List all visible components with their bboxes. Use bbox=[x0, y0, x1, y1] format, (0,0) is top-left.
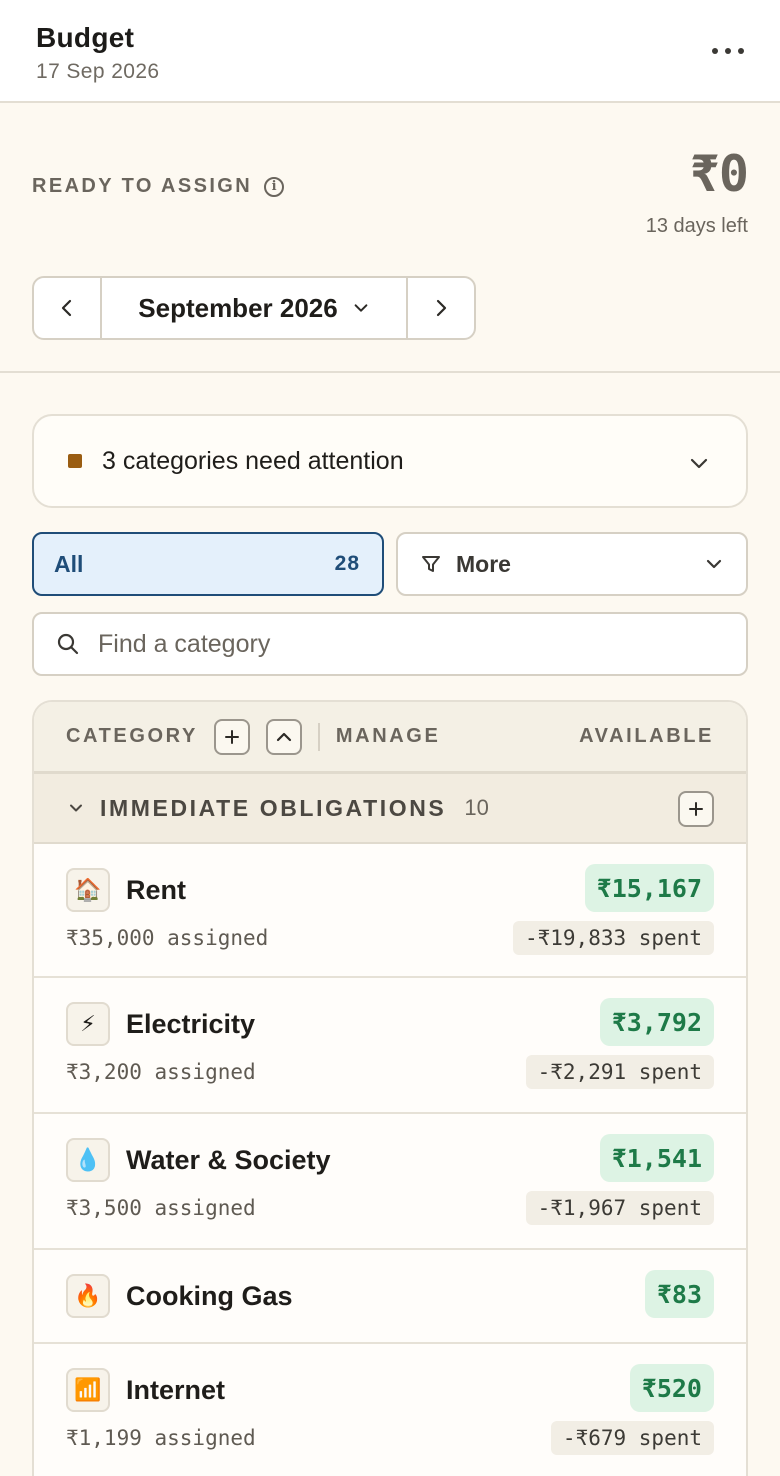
lightning-icon: ⚡ bbox=[66, 1002, 110, 1046]
app-header: Budget 17 Sep 2026 bbox=[0, 0, 780, 103]
assigned-text: ₹3,500 assigned bbox=[66, 1196, 256, 1220]
header-divider bbox=[317, 722, 320, 751]
house-icon: 🏠 bbox=[66, 868, 110, 912]
spent-badge: -₹19,833 spent bbox=[512, 921, 714, 955]
assigned-text: ₹1,199 assigned bbox=[66, 1426, 256, 1450]
spent-badge: -₹679 spent bbox=[550, 1421, 714, 1455]
chevron-down-icon bbox=[354, 304, 368, 312]
signal-icon: 📶 bbox=[66, 1368, 110, 1412]
page-title: Budget bbox=[36, 22, 135, 53]
available-badge: ₹3,792 bbox=[599, 998, 714, 1046]
info-icon[interactable]: i bbox=[264, 176, 285, 197]
filter-all-count: 28 bbox=[334, 552, 360, 575]
previous-month-button[interactable] bbox=[34, 278, 100, 338]
add-category-to-group-button[interactable] bbox=[678, 791, 714, 827]
attention-banner[interactable]: 3 categories need attention bbox=[32, 414, 748, 508]
fire-icon: 🔥 bbox=[66, 1274, 110, 1318]
category-row-electricity[interactable]: ⚡ Electricity ₹3,792 ₹3,200 assigned -₹2… bbox=[34, 978, 746, 1114]
collapse-all-button[interactable] bbox=[265, 718, 302, 755]
spent-badge: -₹1,967 spent bbox=[525, 1191, 714, 1225]
plus-icon bbox=[224, 729, 239, 744]
filter-icon bbox=[422, 556, 440, 572]
category-row-cooking-gas[interactable]: 🔥 Cooking Gas ₹83 bbox=[34, 1250, 746, 1344]
category-row-water-society[interactable]: 💧 Water & Society ₹1,541 ₹3,500 assigned… bbox=[34, 1114, 746, 1250]
month-selector[interactable]: September 2026 bbox=[100, 278, 408, 338]
category-name: Rent bbox=[126, 875, 186, 905]
next-month-button[interactable] bbox=[408, 278, 474, 338]
more-options-icon[interactable] bbox=[706, 34, 750, 68]
available-column-header: AVAILABLE bbox=[579, 725, 714, 747]
water-drop-icon: 💧 bbox=[66, 1138, 110, 1182]
attention-text: 3 categories need attention bbox=[102, 446, 404, 475]
manage-column-header[interactable]: MANAGE bbox=[335, 725, 441, 747]
attention-indicator bbox=[68, 454, 82, 468]
spent-badge: -₹2,291 spent bbox=[525, 1055, 714, 1089]
category-name: Water & Society bbox=[126, 1145, 331, 1175]
search-input[interactable] bbox=[98, 629, 678, 659]
assigned-text: ₹35,000 assigned bbox=[66, 926, 269, 950]
available-badge: ₹1,541 bbox=[599, 1134, 714, 1182]
available-badge: ₹15,167 bbox=[584, 864, 714, 912]
chevron-down-icon bbox=[706, 559, 722, 569]
chevron-down-icon bbox=[70, 804, 82, 812]
category-column-header: CATEGORY bbox=[66, 725, 198, 747]
filter-more-label: More bbox=[456, 550, 511, 577]
assigned-text: ₹3,200 assigned bbox=[66, 1060, 256, 1084]
page-date: 17 Sep 2026 bbox=[36, 60, 160, 83]
category-name: Electricity bbox=[126, 1009, 256, 1039]
category-name: Cooking Gas bbox=[126, 1281, 293, 1311]
ready-to-assign-amount: ₹0 bbox=[689, 145, 749, 203]
search-box bbox=[32, 612, 748, 676]
group-count: 10 bbox=[464, 795, 489, 820]
filter-all-label: All bbox=[54, 550, 84, 577]
available-badge: ₹83 bbox=[644, 1270, 714, 1318]
filter-all-button[interactable]: All 28 bbox=[32, 532, 384, 596]
category-row-rent[interactable]: 🏠 Rent ₹15,167 ₹35,000 assigned -₹19,833… bbox=[34, 844, 746, 978]
chevron-down-icon bbox=[690, 458, 708, 469]
table-header: CATEGORY MANAGE AVAILABLE bbox=[34, 702, 746, 774]
available-badge: ₹520 bbox=[629, 1364, 714, 1412]
category-table: CATEGORY MANAGE AVAILABLE IMMEDIATE OBLI… bbox=[32, 700, 748, 1476]
group-name: IMMEDIATE OBLIGATIONS bbox=[100, 794, 447, 821]
chevron-right-icon bbox=[436, 299, 447, 317]
category-group-header[interactable]: IMMEDIATE OBLIGATIONS 10 bbox=[34, 774, 746, 844]
filter-more-dropdown[interactable]: More bbox=[396, 532, 748, 596]
days-left-text: 13 days left bbox=[645, 215, 748, 237]
plus-icon bbox=[689, 802, 703, 816]
month-navigator: September 2026 bbox=[32, 276, 476, 340]
ready-to-assign-label: READY TO ASSIGN i bbox=[32, 175, 285, 198]
chevron-up-icon bbox=[276, 732, 292, 741]
category-row-internet[interactable]: 📶 Internet ₹520 ₹1,199 assigned -₹679 sp… bbox=[34, 1344, 746, 1476]
category-name: Internet bbox=[126, 1375, 226, 1405]
month-label: September 2026 bbox=[138, 292, 338, 323]
ready-to-assign-section: READY TO ASSIGN i ₹0 13 days left Septem… bbox=[0, 105, 780, 373]
search-icon bbox=[57, 633, 79, 655]
chevron-left-icon bbox=[61, 299, 72, 317]
add-category-button[interactable] bbox=[213, 718, 250, 755]
